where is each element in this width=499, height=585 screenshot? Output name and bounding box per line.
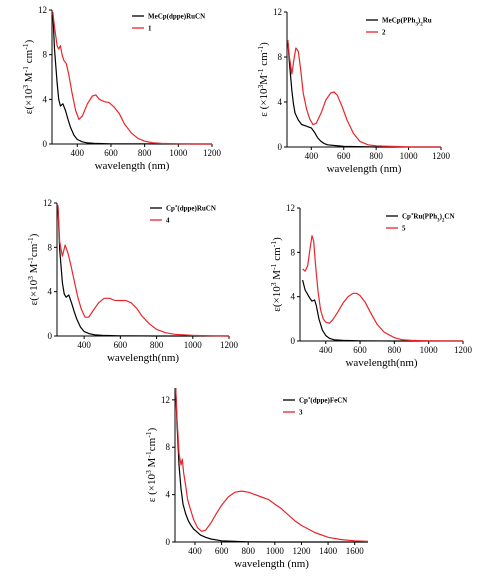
series-line-complex [52,12,212,145]
y-tick-label: 8 [43,50,48,60]
x-tick-label: 1000 [184,340,203,350]
x-tick-label: 1200 [203,148,222,158]
x-tick-label: 400 [305,151,319,161]
chart-panel-5: 400 600 800 1000 1200 1400 1600 0 4 8 12 wavelength… [144,387,369,570]
x-tick-label: 1200 [220,340,239,350]
y-tick-label: 0 [48,331,53,341]
y-tick-label: 8 [48,242,53,252]
chart-panel-2: 400 600 800 1000 1200 0 4 8 12 wavelength (nm) ε (… [256,7,451,175]
y-tick-label: 4 [48,287,53,297]
y-tick-label: 4 [166,490,171,500]
series-line-reference [57,205,229,337]
legend-label: MeCp(PPh3)2Ru [382,17,432,28]
series-line-complex [57,205,230,337]
x-tick-label: 600 [353,345,367,355]
legend-label: 5 [402,225,406,233]
series-line-complex [287,40,441,148]
x-tick-label: 600 [337,151,351,161]
x-axis-title: wavelength(nm) [107,352,179,364]
series-line-reference [287,40,441,148]
y-tick-label: 0 [43,139,48,149]
y-axis-title: ε (×103 M-1cm-1) [144,427,159,502]
legend-label: 1 [148,25,152,33]
x-tick-label: 600 [114,340,128,350]
y-axis-title: ε(×103 M-1 cm-1) [269,237,284,312]
x-tick-label: 800 [138,148,152,158]
x-axis-title: wavelength (nm) [327,163,402,175]
y-tick-label: 4 [278,97,283,107]
x-tick-label: 1000 [266,546,285,556]
series-line-reference [52,12,212,145]
y-tick-label: 12 [43,198,52,208]
series-line-reference [302,279,463,342]
x-tick-label: 1000 [400,151,419,161]
legend-label: 2 [382,29,386,37]
chart-panel-1: 400 600 800 1000 1200 0 4 8 12 wavelength (nm) ε(×… [21,5,222,172]
y-tick-label: 12 [286,203,295,213]
chart-panel-3: 400 600 800 1000 1200 0 4 8 12 wavelength(nm) ε(×1… [26,198,239,364]
x-tick-label: 400 [77,340,91,350]
chart-panel-4: 400 600 800 1000 1200 0 4 8 12 wavelength(nm) ε(×1… [269,203,473,369]
y-axis-title: ε (×103M-1 cm-1) [256,42,271,117]
x-tick-label: 1200 [432,151,451,161]
y-tick-label: 12 [38,5,47,15]
legend-label: MeCp(dppe)RuCN [148,13,205,21]
legend-label: 4 [166,217,170,225]
x-tick-label: 600 [215,546,229,556]
series-line-complex [175,387,369,542]
y-tick-label: 12 [161,395,170,405]
legend-label: Cp*(dppe)FeCN [299,397,347,405]
y-tick-label: 0 [291,336,296,346]
x-axis-title: wavelength(nm) [345,357,417,369]
x-tick-label: 1200 [292,546,311,556]
y-tick-label: 0 [278,142,283,152]
x-axis-title: wavelength (nm) [234,558,309,570]
x-tick-label: 1000 [420,345,439,355]
x-tick-label: 1600 [346,546,365,556]
legend-label: Cp*(dppe)RuCN [166,205,216,213]
y-tick-label: 8 [166,442,171,452]
y-tick-label: 0 [166,537,171,547]
x-tick-label: 400 [188,546,202,556]
y-tick-label: 8 [278,52,283,62]
y-tick-label: 4 [291,292,296,302]
y-axis-title: ε(×103 M-1 cm-1) [21,39,36,114]
x-axis-title: wavelength (nm) [95,160,170,172]
x-tick-label: 800 [369,151,383,161]
x-tick-label: 1200 [454,345,473,355]
y-tick-label: 4 [43,94,48,104]
x-tick-label: 800 [241,546,255,556]
x-tick-label: 600 [104,148,118,158]
x-tick-label: 800 [388,345,402,355]
legend-label: Cp*Ru(PPh3)2CN [402,213,455,224]
series-line-reference [175,387,368,543]
y-axis-title: ε(×103 M-1cm-1) [26,233,41,305]
y-tick-label: 8 [291,247,296,257]
x-tick-label: 800 [150,340,164,350]
x-tick-label: 400 [71,148,85,158]
x-tick-label: 400 [319,345,333,355]
legend-label: 3 [299,409,303,417]
x-tick-label: 1400 [319,546,338,556]
y-tick-label: 12 [273,7,282,17]
series-line-complex [302,235,464,342]
x-tick-label: 1000 [169,148,188,158]
